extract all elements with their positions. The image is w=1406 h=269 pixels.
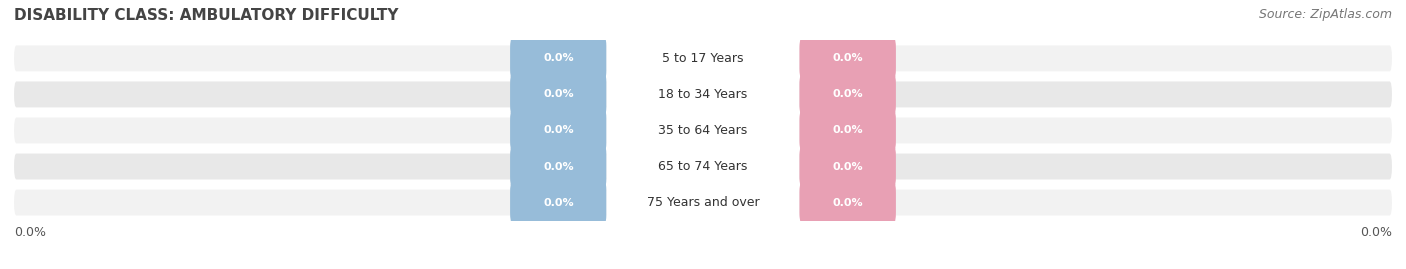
FancyBboxPatch shape [800, 147, 896, 186]
Text: 0.0%: 0.0% [832, 197, 863, 208]
Text: 18 to 34 Years: 18 to 34 Years [658, 88, 748, 101]
FancyBboxPatch shape [510, 183, 606, 222]
FancyBboxPatch shape [800, 38, 896, 78]
Text: Source: ZipAtlas.com: Source: ZipAtlas.com [1258, 8, 1392, 21]
FancyBboxPatch shape [606, 111, 800, 150]
Text: 0.0%: 0.0% [543, 197, 574, 208]
FancyBboxPatch shape [510, 111, 606, 150]
FancyBboxPatch shape [510, 75, 606, 114]
Text: 75 Years and over: 75 Years and over [647, 196, 759, 209]
FancyBboxPatch shape [510, 147, 606, 186]
Text: 0.0%: 0.0% [14, 226, 46, 239]
FancyBboxPatch shape [800, 111, 896, 150]
Text: 0.0%: 0.0% [832, 125, 863, 136]
FancyBboxPatch shape [606, 75, 800, 114]
Text: 0.0%: 0.0% [1360, 226, 1392, 239]
FancyBboxPatch shape [14, 154, 1392, 179]
FancyBboxPatch shape [606, 183, 800, 222]
FancyBboxPatch shape [606, 38, 800, 78]
FancyBboxPatch shape [14, 45, 1392, 71]
Text: 0.0%: 0.0% [543, 53, 574, 63]
FancyBboxPatch shape [606, 147, 800, 186]
Text: 35 to 64 Years: 35 to 64 Years [658, 124, 748, 137]
Text: DISABILITY CLASS: AMBULATORY DIFFICULTY: DISABILITY CLASS: AMBULATORY DIFFICULTY [14, 8, 398, 23]
Text: 0.0%: 0.0% [832, 53, 863, 63]
FancyBboxPatch shape [800, 183, 896, 222]
FancyBboxPatch shape [14, 190, 1392, 215]
FancyBboxPatch shape [800, 75, 896, 114]
Text: 65 to 74 Years: 65 to 74 Years [658, 160, 748, 173]
FancyBboxPatch shape [14, 118, 1392, 143]
Text: 0.0%: 0.0% [543, 161, 574, 172]
Text: 0.0%: 0.0% [543, 89, 574, 100]
Text: 0.0%: 0.0% [832, 89, 863, 100]
Text: 0.0%: 0.0% [543, 125, 574, 136]
Text: 5 to 17 Years: 5 to 17 Years [662, 52, 744, 65]
FancyBboxPatch shape [14, 82, 1392, 107]
FancyBboxPatch shape [510, 38, 606, 78]
Text: 0.0%: 0.0% [832, 161, 863, 172]
